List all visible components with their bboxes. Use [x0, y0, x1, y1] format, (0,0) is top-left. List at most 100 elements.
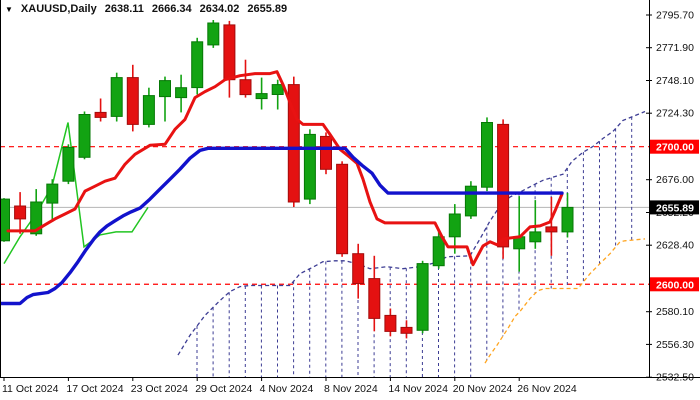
time-tick-label: 26 Nov 2024 [517, 383, 577, 395]
time-tick-label: 11 Oct 2024 [2, 383, 59, 395]
time-tick-label: 29 Oct 2024 [195, 383, 252, 395]
candle-body [14, 205, 27, 220]
candle-body [529, 231, 542, 243]
candle [529, 200, 542, 249]
candle [400, 320, 413, 339]
candle-body [62, 146, 75, 182]
candle-body [481, 122, 493, 188]
senkou-span-a-line [484, 238, 646, 364]
senkou-span-b-line [177, 110, 646, 356]
price-axis[interactable]: 2795.702771.902748.102724.302676.002652.… [646, 10, 694, 384]
candle [30, 189, 43, 236]
candle [78, 111, 91, 160]
candle-body [78, 114, 91, 158]
ohlc-high-value: 2666.34 [151, 3, 192, 15]
price-tick-label: 2556.30 [656, 339, 694, 351]
symbol-timeframe-label: XAUUSD,Daily [20, 3, 97, 15]
time-tick-label: 23 Oct 2024 [131, 383, 188, 395]
candle-body [0, 198, 10, 242]
candle-body [255, 93, 268, 100]
candle-body [497, 123, 510, 248]
ichimoku-cloud [177, 110, 646, 377]
price-tick-label: 2676.00 [656, 174, 694, 186]
candle [239, 59, 252, 98]
candle-body [94, 111, 107, 118]
time-tick-label: 4 Nov 2024 [260, 383, 314, 395]
price-tick-label: 2580.10 [656, 306, 694, 318]
candle-body [142, 95, 155, 125]
price-level-badge: 2700.00 [650, 139, 699, 154]
candle [287, 76, 300, 207]
candle-body [336, 163, 349, 255]
price-tick-label: 2532.50 [656, 372, 694, 384]
price-tick-label: 2724.30 [656, 108, 694, 120]
candle-body [432, 236, 445, 267]
candle-body [175, 87, 188, 99]
candle-body [384, 314, 397, 332]
candle [46, 179, 59, 222]
current-price-badge: 2655.89 [650, 200, 699, 215]
candle-body [287, 84, 300, 203]
time-tick-label: 8 Nov 2024 [324, 383, 378, 395]
candle-body [191, 41, 204, 89]
candle-body [207, 22, 220, 46]
candle [255, 77, 268, 110]
tenkan-sen-line [6, 70, 564, 267]
price-tick-label: 2771.90 [656, 42, 694, 54]
candles [0, 20, 574, 339]
candle [497, 119, 510, 259]
candle-body [271, 84, 284, 95]
candle-body [159, 80, 171, 98]
price-tick-label: 2795.70 [656, 10, 694, 22]
candle-body [352, 253, 365, 285]
price-level-badge: 2600.00 [650, 277, 699, 292]
candle [368, 255, 381, 332]
candle [303, 129, 316, 205]
candle [0, 198, 10, 242]
candle [561, 193, 574, 238]
candle-body [545, 226, 558, 233]
candle-body [368, 278, 381, 319]
candle-body [416, 263, 429, 331]
candle [142, 87, 155, 128]
svg-text:2655.89: 2655.89 [656, 202, 694, 214]
time-tick-label: 20 Nov 2024 [453, 383, 513, 395]
candle [110, 72, 123, 122]
candle [481, 117, 493, 192]
candle-body [110, 77, 123, 117]
chart-title: ▼ XAUUSD,Daily 2638.11 2666.34 2634.02 2… [5, 3, 287, 15]
candle [14, 192, 27, 234]
candle-body [303, 133, 316, 200]
svg-text:2600.00: 2600.00 [656, 279, 694, 291]
candle [336, 161, 349, 257]
time-axis[interactable]: 11 Oct 2024 17 Oct 2024 23 Oct 2024 29 Oct … [2, 377, 577, 395]
candle-body [561, 206, 574, 233]
candle-body [320, 135, 332, 170]
candle [126, 64, 139, 132]
candle [191, 37, 204, 95]
candle [320, 132, 332, 175]
symbol-dropdown-arrow-icon[interactable]: ▼ [5, 4, 13, 14]
candle-body [30, 201, 43, 235]
candle [432, 231, 445, 269]
candle [271, 79, 284, 110]
candle [464, 181, 477, 219]
candle-body [464, 185, 477, 217]
candle [545, 197, 558, 256]
candle-body [448, 213, 461, 238]
candle [62, 144, 75, 185]
candle [175, 74, 188, 113]
price-tick-label: 2748.10 [656, 75, 694, 87]
candle-body [126, 77, 139, 125]
ohlc-open-value: 2638.11 [104, 3, 144, 15]
candle-body [223, 24, 236, 81]
candle [159, 76, 171, 122]
price-tick-label: 2628.40 [656, 240, 694, 252]
candle [352, 243, 365, 299]
svg-text:2700.00: 2700.00 [656, 142, 694, 154]
candle [416, 260, 429, 334]
time-tick-label: 17 Oct 2024 [66, 383, 123, 395]
time-tick-label: 14 Nov 2024 [388, 383, 448, 395]
